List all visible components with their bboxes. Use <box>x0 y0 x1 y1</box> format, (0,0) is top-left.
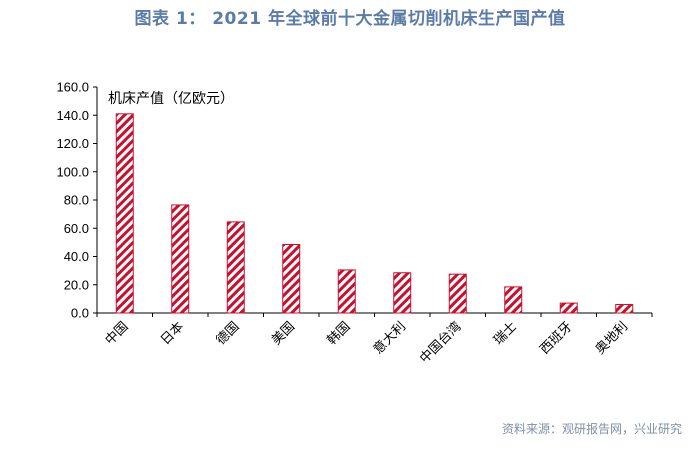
bar <box>615 304 634 314</box>
bar <box>282 243 301 314</box>
x-tick-label: 德国 <box>214 319 243 348</box>
bar <box>504 286 523 314</box>
y-tick-labels: 0.0 20.0 40.0 60.0 80.0 100.0 120.0 140.0 160.0 <box>56 80 89 321</box>
bars <box>115 113 634 314</box>
y-tick-label: 40.0 <box>64 249 89 264</box>
bar <box>115 113 134 314</box>
y-tick-label: 120.0 <box>56 136 89 151</box>
bar <box>337 269 356 314</box>
y-tick-label: 0.0 <box>71 306 89 321</box>
y-tick-label: 60.0 <box>64 221 89 236</box>
bar <box>448 273 467 314</box>
x-tick-label: 美国 <box>269 319 298 348</box>
x-tick-label: 西班牙 <box>537 319 575 357</box>
x-tick-label: 奥地利 <box>593 319 631 357</box>
bar <box>171 204 190 314</box>
y-tick-label: 160.0 <box>56 80 89 95</box>
axes <box>93 86 653 317</box>
y-tick-label: 100.0 <box>56 164 89 179</box>
x-tick-labels: 中国 日本 德国 美国 韩国 意大利 中国台湾 瑞士 西班牙 奥地利 <box>103 319 632 367</box>
x-tick-label: 意大利 <box>370 319 409 358</box>
bar <box>393 272 412 314</box>
y-tick-label: 20.0 <box>64 277 89 292</box>
x-tick-label: 中国台湾 <box>416 319 464 367</box>
source-note: 资料来源：观研报告网，兴业研究 <box>501 422 682 436</box>
y-axis-label: 机床产值（亿欧元） <box>108 91 234 107</box>
x-tick-label: 瑞士 <box>491 319 520 348</box>
y-tick-label: 80.0 <box>64 193 89 208</box>
x-tick-label: 日本 <box>158 319 187 348</box>
bar <box>559 302 578 314</box>
chart-title: 图表 1： 2021 年全球前十大金属切削机床生产国产值 <box>134 9 566 29</box>
x-tick-label: 中国 <box>103 319 132 348</box>
x-tick-label: 韩国 <box>325 319 354 348</box>
y-tick-label: 140.0 <box>56 108 89 123</box>
bar <box>226 221 245 314</box>
